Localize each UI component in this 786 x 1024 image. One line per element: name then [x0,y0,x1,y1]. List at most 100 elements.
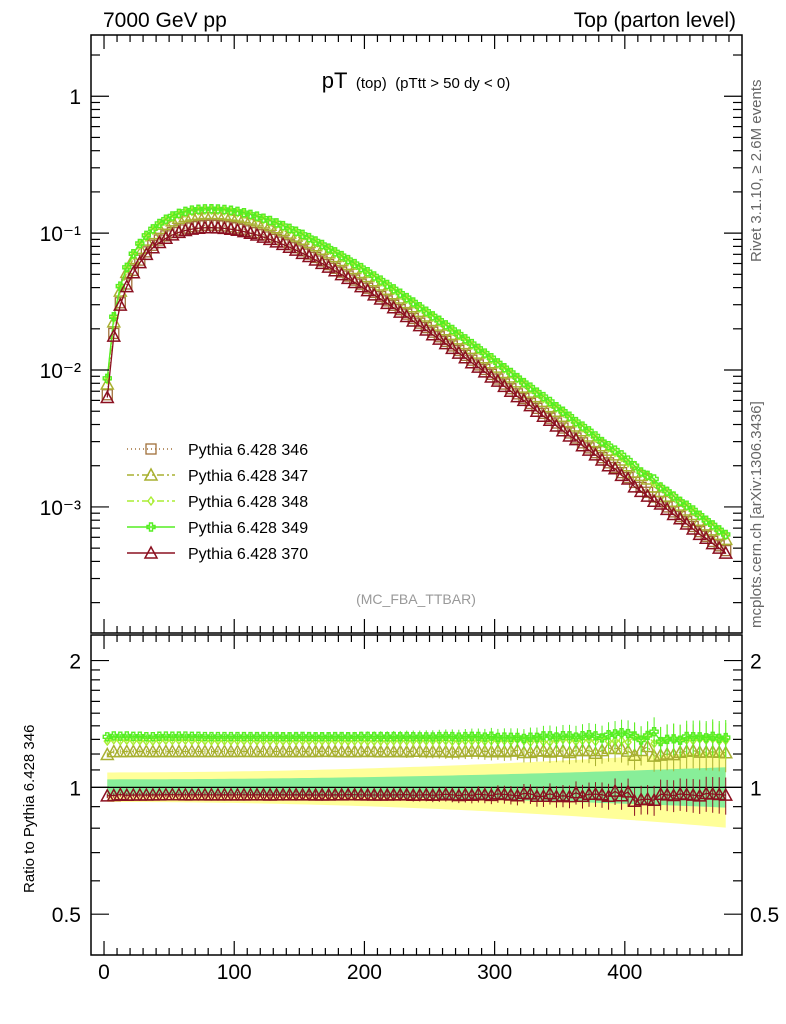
data-point [236,209,252,224]
ratio-point [655,736,666,747]
data-point [473,343,484,354]
data-point [272,219,281,230]
ratio-point [610,729,620,739]
data-point [425,327,441,341]
data-point [217,206,232,221]
data-point [616,450,627,460]
legend-entry: Pythia 6.428 349 [127,520,308,537]
data-point [382,279,392,290]
data-point [623,455,633,465]
data-point [435,316,444,327]
data-point [721,530,730,541]
data-point [230,222,245,237]
ratio-point [659,746,675,760]
data-point [154,218,165,229]
ratio-point [659,787,675,801]
data-point [451,345,467,359]
ratio-point [523,786,538,800]
data-point [392,304,408,318]
data-point [395,288,405,298]
analysis-tag: (MC_FBA_TTBAR) [356,591,476,607]
data-point [232,206,243,217]
data-point [575,438,590,452]
data-point [614,467,629,482]
series-3 [102,204,731,540]
data-point [555,423,571,437]
data-point [168,212,177,223]
ratio-point [551,732,562,742]
data-point [688,505,698,515]
ratio-point [694,732,705,742]
data-point [487,354,496,365]
data-point [279,221,287,233]
legend-entry: Pythia 6.428 348 [127,494,308,511]
x-tick-label: 200 [347,961,382,984]
data-point [249,227,265,241]
data-point [298,230,307,241]
data-point [128,249,139,259]
ratio-point [510,742,525,757]
data-point [174,208,184,218]
data-point [607,461,623,475]
data-point [701,515,711,525]
data-point [464,355,480,369]
data-point [533,387,541,399]
data-point [363,267,372,279]
ratio-point [555,788,571,802]
ratio-point [490,743,506,757]
data-point [584,426,594,436]
data-point [640,488,655,502]
data-point [353,279,369,293]
data-point [113,297,128,311]
ratio-point [477,787,493,801]
data-point [588,447,603,461]
data-point [499,362,510,373]
data-point [659,501,675,516]
series-line [106,227,727,554]
x-tick-label: 400 [607,961,642,984]
ratio-point [640,791,655,805]
data-point [646,493,662,508]
data-point [590,431,601,441]
data-point [454,329,464,339]
data-point [428,311,437,323]
ratio-point [642,730,653,741]
legend-marker [147,495,155,507]
data-point [523,398,538,412]
data-point [653,496,668,510]
ratio-line [107,730,726,743]
data-point [282,239,297,253]
data-point [558,406,568,416]
data-point [223,207,239,221]
axis-tick-labels: 0 100 200 300 400 1 10⁻¹ 10⁻² 10⁻³ 2 2 1 1 0.5 0.5 [40,86,780,984]
data-point [106,328,122,342]
data-point [285,224,294,235]
data-point [675,496,685,506]
data-point [334,267,349,281]
ratio-tick-label-left: 1 [69,777,81,800]
data-point [340,270,356,285]
legend: Pythia 6.428 346 Pythia 6.428 347 Pythia 6… [127,442,308,563]
data-point [572,417,580,429]
rivet-label: Rivet 3.1.10, ≥ 2.6M events [748,79,765,263]
data-point [629,461,640,471]
ratio-tick-label-right: 1 [750,777,762,800]
data-point [655,482,666,492]
data-point [187,205,197,215]
data-point [507,368,515,379]
data-point [373,291,388,305]
y-tick-label: 1 [69,86,81,109]
data-point [412,318,428,332]
ratio-point [620,784,636,798]
x-tick-label: 0 [98,961,110,984]
data-point [217,220,232,235]
data-point [295,245,310,260]
data-point [520,378,528,389]
data-point [155,219,164,230]
data-point [448,325,457,337]
data-point [714,525,724,535]
data-point [578,422,587,433]
data-point [546,398,554,409]
ratio-point [486,731,497,741]
data-point [438,336,454,350]
